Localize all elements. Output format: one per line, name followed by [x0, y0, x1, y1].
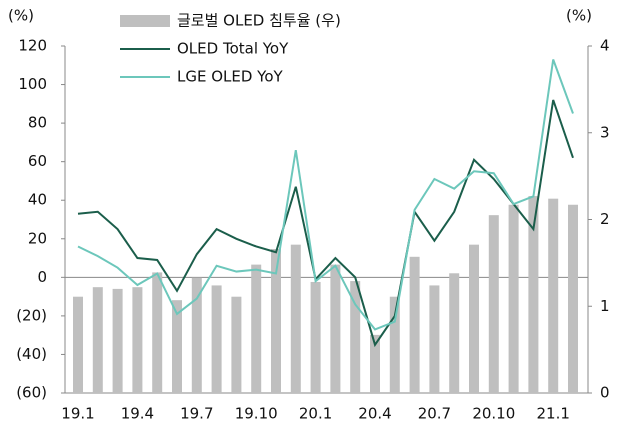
x-tick-label: 20.7 — [418, 405, 451, 423]
y-axis-label: (%) — [8, 7, 34, 25]
bar — [132, 287, 143, 393]
bar — [330, 264, 341, 393]
bar — [548, 198, 559, 393]
x-tick-label: 21.1 — [536, 405, 569, 423]
x-tick-label: 20.4 — [358, 405, 391, 423]
bar — [568, 204, 578, 393]
y-tick-label: 100 — [18, 75, 47, 93]
bar — [310, 281, 321, 393]
y-tick-label: (20) — [16, 306, 47, 324]
bar — [409, 256, 420, 393]
legend-label: LGE OLED YoY — [177, 68, 284, 86]
x-tick-label: 19.4 — [121, 405, 154, 423]
x-tick-label: 19.7 — [180, 405, 213, 423]
y-tick-label: 60 — [28, 152, 47, 170]
line-series — [77, 59, 574, 331]
y-tick-label: 40 — [28, 191, 47, 209]
bar — [469, 244, 479, 393]
legend-label: 글로벌 OLED 침투율 (우) — [177, 12, 341, 30]
y2-tick-label: 4 — [600, 37, 610, 55]
y2-tick-label: 0 — [600, 384, 610, 402]
bar — [528, 196, 539, 393]
bar — [251, 264, 262, 393]
bar — [73, 296, 83, 393]
bar — [370, 334, 380, 393]
y-tick-label: 120 — [18, 37, 47, 55]
bar — [231, 296, 242, 393]
bar — [290, 244, 301, 393]
y-tick-label: 0 — [37, 268, 47, 286]
x-tick-label: 19.1 — [61, 405, 94, 423]
y2-tick-label: 2 — [600, 210, 610, 228]
y-tick-label: (40) — [16, 345, 47, 363]
bar — [429, 285, 440, 393]
y2-axis-label: (%) — [566, 7, 592, 25]
bar — [92, 287, 103, 393]
bar — [488, 215, 499, 393]
x-tick-label: 20.10 — [472, 405, 515, 423]
bar — [271, 248, 281, 393]
x-tick-label: 19.10 — [235, 405, 278, 423]
bar — [191, 277, 202, 393]
bar — [449, 273, 460, 393]
y2-tick-label: 3 — [600, 123, 610, 141]
bar — [112, 288, 123, 393]
bar — [172, 300, 182, 393]
bar — [211, 285, 222, 393]
y-tick-label: 20 — [28, 229, 47, 247]
x-tick-label: 20.1 — [299, 405, 332, 423]
legend-label: OLED Total YoY — [177, 40, 289, 58]
y2-tick-label: 1 — [600, 297, 610, 315]
y-tick-label: 80 — [28, 114, 47, 132]
bar — [389, 296, 400, 393]
bar — [508, 204, 519, 393]
line-series — [77, 99, 574, 348]
legend-swatch — [120, 15, 170, 27]
y-tick-label: (60) — [16, 384, 47, 402]
bar — [350, 281, 361, 393]
bar — [152, 272, 163, 393]
